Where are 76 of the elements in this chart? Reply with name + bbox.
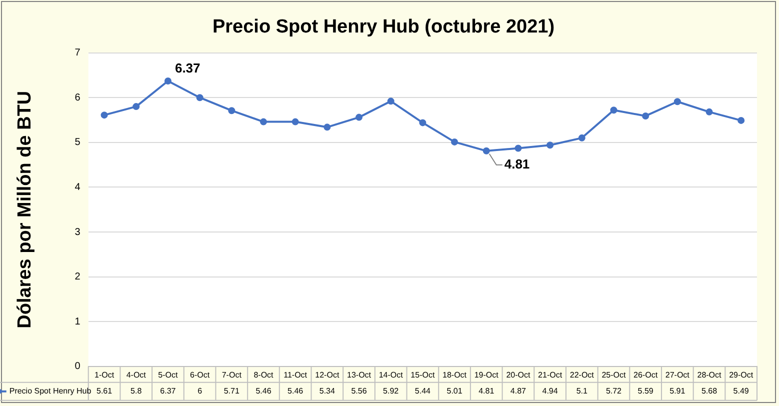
point bbox=[451, 138, 458, 146]
x-tick-label: 11-Oct bbox=[284, 370, 308, 380]
point bbox=[132, 103, 140, 110]
x-tick-label: 22-Oct bbox=[570, 370, 595, 380]
point bbox=[642, 112, 650, 120]
x-tick-label: 28-Oct bbox=[697, 370, 722, 380]
point bbox=[292, 118, 299, 126]
data-label: 4.94 bbox=[542, 386, 558, 396]
x-tick-label: 8-Oct bbox=[254, 370, 274, 380]
x-tick-label: 21-Oct bbox=[538, 370, 563, 380]
point bbox=[578, 134, 586, 142]
data-label: 5.8 bbox=[130, 386, 142, 396]
y-tick-label: 6 bbox=[74, 92, 81, 104]
x-tick-label: 5-Oct bbox=[158, 370, 179, 380]
point bbox=[356, 114, 362, 121]
point bbox=[546, 142, 554, 149]
point bbox=[324, 124, 331, 131]
data-label: 5.01 bbox=[446, 386, 463, 396]
data-label: 5.91 bbox=[670, 386, 686, 396]
x-tick-label: 14-Oct bbox=[378, 370, 404, 380]
y-axis-title: Dólares por Millón de BTU bbox=[14, 90, 36, 328]
data-label: 5.46 bbox=[288, 386, 304, 396]
y-tick-label: 4 bbox=[74, 182, 81, 193]
data-label: 4.81 bbox=[478, 386, 495, 396]
point bbox=[228, 107, 236, 114]
x-tick-label: 25-Oct bbox=[602, 370, 626, 380]
x-tick-label: 6-Oct bbox=[190, 370, 210, 380]
data-label: 5.1 bbox=[576, 386, 588, 396]
point bbox=[196, 94, 204, 102]
x-tick-label: 1-Oct bbox=[94, 370, 115, 380]
point bbox=[514, 144, 522, 152]
x-tick-label: 26-Oct bbox=[634, 370, 658, 380]
data-label: 5.72 bbox=[606, 386, 622, 396]
annotation: 4.81 bbox=[504, 156, 530, 172]
x-tick-label: 19-Oct bbox=[474, 370, 500, 380]
point bbox=[387, 98, 394, 105]
data-label: 5.68 bbox=[701, 386, 718, 396]
data-label: 5.56 bbox=[351, 386, 368, 396]
annotation: 6.37 bbox=[174, 60, 200, 76]
point bbox=[100, 112, 108, 119]
data-label: 6 bbox=[198, 386, 203, 396]
chart-title: Precio Spot Henry Hub (octubre 2021) bbox=[212, 16, 555, 38]
y-tick-label: 5 bbox=[74, 137, 81, 148]
y-tick-label: 0 bbox=[74, 361, 81, 372]
data-label: 5.46 bbox=[256, 386, 272, 396]
x-tick-label: 12-Oct bbox=[315, 370, 340, 380]
x-tick-label: 4-Oct bbox=[126, 370, 147, 380]
data-label: 4.87 bbox=[510, 386, 527, 396]
point bbox=[260, 118, 267, 126]
x-tick-label: 15-Oct bbox=[410, 370, 436, 380]
point bbox=[482, 147, 490, 154]
data-label: 5.71 bbox=[224, 386, 240, 396]
x-tick-label: 27-Oct bbox=[665, 370, 690, 380]
point bbox=[164, 78, 172, 85]
data-label: 5.92 bbox=[383, 386, 400, 396]
y-tick-label: 2 bbox=[74, 272, 81, 283]
x-tick-label: 29-Oct bbox=[729, 370, 754, 380]
data-label: 5.59 bbox=[638, 386, 654, 396]
data-label: 5.34 bbox=[319, 386, 336, 396]
point bbox=[738, 116, 745, 124]
x-tick-label: 18-Oct bbox=[442, 370, 468, 380]
data-label: 5.44 bbox=[414, 386, 432, 396]
data-label: 5.49 bbox=[733, 386, 750, 396]
y-tick-label: 1 bbox=[74, 316, 81, 328]
x-tick-label: 20-Oct bbox=[506, 370, 531, 380]
data-label: 6.37 bbox=[160, 386, 176, 396]
y-tick-label: 3 bbox=[74, 226, 81, 238]
y-tick-label: 7 bbox=[74, 48, 81, 59]
point bbox=[419, 119, 426, 126]
x-tick-label: 13-Oct bbox=[346, 370, 372, 380]
legend-label: Precio Spot Henry Hub bbox=[9, 386, 92, 396]
data-label: 5.61 bbox=[96, 386, 113, 396]
point bbox=[706, 108, 713, 116]
point bbox=[674, 98, 681, 106]
point bbox=[610, 106, 618, 114]
x-tick-label: 7-Oct bbox=[222, 370, 242, 380]
